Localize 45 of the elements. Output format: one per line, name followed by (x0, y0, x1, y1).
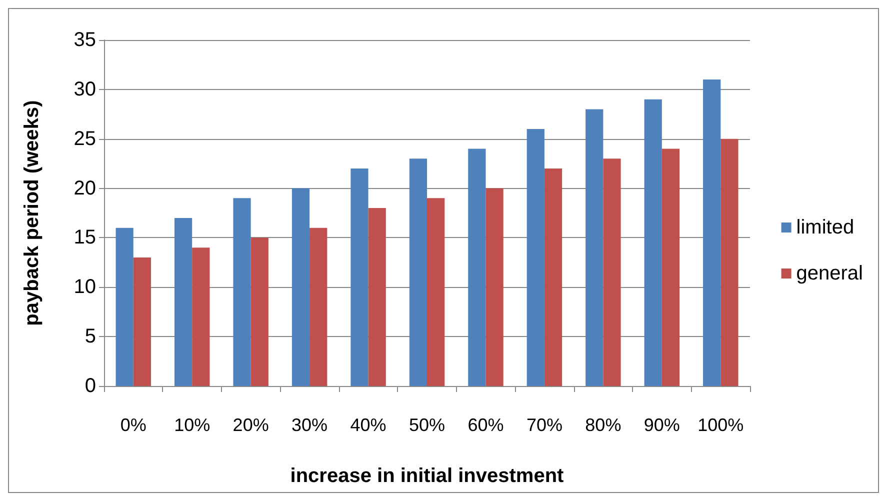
y-tick-label: 10 (74, 276, 96, 298)
y-tick-label: 35 (74, 29, 96, 51)
x-tick-label: 50% (408, 415, 446, 435)
x-tick-label: 20% (232, 415, 269, 435)
bar (350, 168, 368, 386)
bar (720, 138, 738, 386)
legend-label: general (796, 262, 863, 284)
bar (603, 158, 621, 386)
bar (368, 208, 386, 386)
y-tick-label: 20 (74, 177, 96, 200)
y-tick-label: 30 (74, 78, 96, 100)
x-tick-label: 40% (350, 415, 386, 435)
bar (662, 148, 680, 386)
legend-label: limited (796, 216, 854, 238)
bar (544, 168, 562, 386)
bar (468, 148, 486, 386)
bar (703, 80, 721, 386)
bar (526, 128, 544, 386)
y-axis-title: payback period (weeks) (21, 100, 43, 326)
bar (116, 228, 134, 386)
bar (250, 238, 268, 386)
bar (310, 228, 328, 386)
x-tick-label: 90% (644, 415, 680, 435)
x-tick-label: 30% (292, 415, 328, 435)
x-tick-label: 70% (526, 415, 562, 435)
bar (174, 218, 192, 386)
x-tick-label: 60% (468, 415, 504, 435)
x-tick-label: 100% (698, 415, 744, 435)
y-tick-label: 5 (84, 326, 96, 348)
bar (586, 109, 604, 386)
bar (192, 248, 210, 386)
y-tick-label: 0 (84, 375, 96, 397)
bar (292, 188, 310, 386)
x-axis-title: increase in initial investment (290, 465, 564, 487)
bar (486, 188, 504, 386)
y-tick-label: 25 (74, 128, 96, 150)
bar (644, 99, 662, 386)
x-tick-label: 10% (174, 415, 210, 435)
x-tick-label: 80% (585, 415, 622, 435)
x-tick-label: 0% (120, 415, 146, 435)
bar (233, 198, 251, 386)
bar (427, 198, 445, 386)
y-tick-label: 15 (74, 226, 96, 249)
bar (409, 158, 427, 386)
bar (133, 257, 151, 386)
